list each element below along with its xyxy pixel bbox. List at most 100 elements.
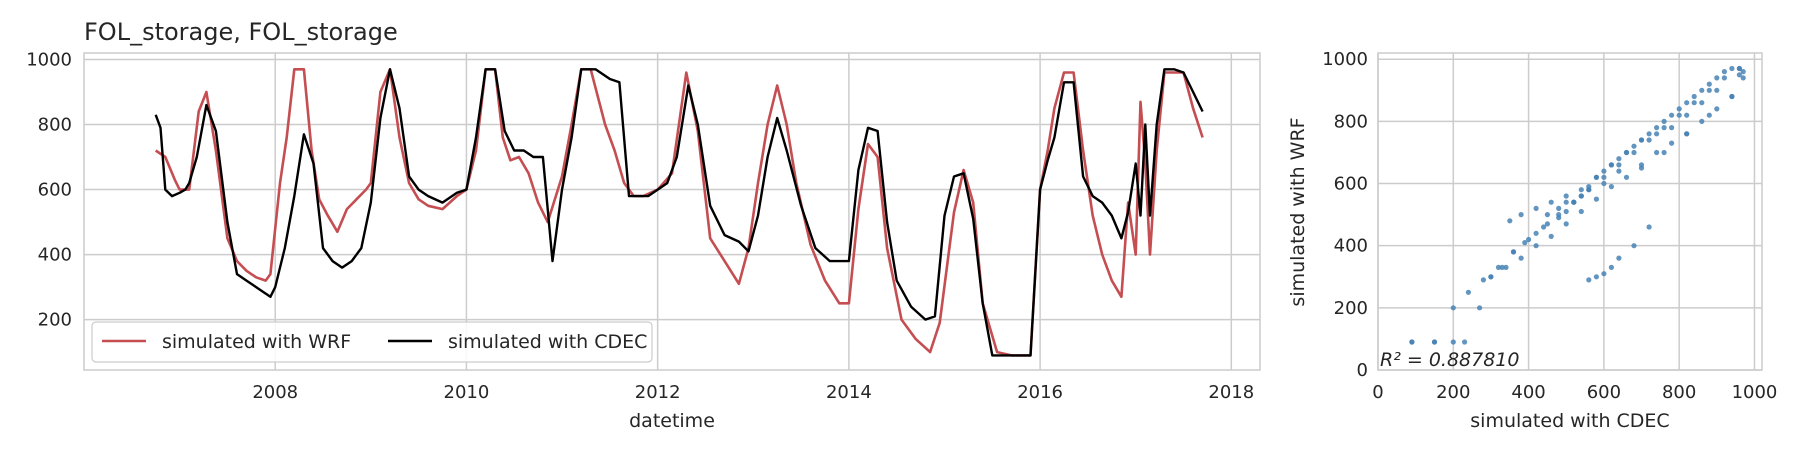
x-axis-label: datetime [629,410,715,432]
scatter-point [1699,118,1705,124]
scatter-point [1593,174,1599,180]
scatter-ticks: 0 200 400 600 800 1000 0 200 400 600 800 1000 [1322,49,1777,403]
scatter-y-tick-label: 400 [1334,236,1368,257]
series-line-cdec [154,68,1204,357]
scatter-point [1526,236,1532,243]
y-tick-label: 200 [38,310,72,331]
scatter-point [1450,339,1456,345]
scatter-point [1661,125,1667,131]
scatter-point [1616,156,1622,162]
scatter-point [1684,100,1690,106]
scatter-plot-frame [1377,52,1763,371]
scatter-point [1507,218,1513,224]
scatter-point [1699,87,1705,93]
scatter-point [1654,131,1660,137]
scatter-point [1646,137,1652,143]
scatter-point [1669,140,1675,146]
series-line-wrf [154,68,1204,357]
legend: simulated with WRF simulated with CDEC [91,321,653,363]
scatter-point [1431,339,1438,345]
scatter-point [1669,112,1675,118]
scatter-y-tick-label: 800 [1334,111,1368,132]
scatter-point [1654,125,1660,131]
scatter-point [1477,305,1483,311]
scatter-point [1631,143,1637,149]
scatter-point [1495,264,1502,270]
scatter-point [1654,149,1660,156]
timeseries-lines [154,68,1204,357]
scatter-point [1646,224,1652,230]
scatter-point [1706,81,1712,87]
scatter-point [1714,75,1720,81]
scatter-point [1593,274,1599,280]
scatter-point [1721,69,1727,75]
scatter-point [1691,93,1697,100]
scatter-point [1736,72,1742,78]
scatter-point [1740,75,1746,81]
scatter-point [1563,199,1569,205]
scatter-point [1544,212,1550,218]
scatter-point [1714,106,1720,112]
scatter-point [1706,112,1712,118]
chart-title: FOL_storage, FOL_storage [84,18,398,46]
scatter-point [1661,118,1667,124]
scatter-point [1736,65,1742,72]
scatter-x-axis-label: simulated with CDEC [1470,410,1669,432]
scatter-x-tick-label: 200 [1436,382,1470,403]
scatter-point [1699,100,1705,106]
scatter-point [1480,277,1486,283]
scatter-y-tick-label: 0 [1357,360,1368,381]
scatter-point [1631,243,1637,249]
scatter-point [1450,305,1456,311]
scatter-point [1578,187,1584,193]
scatter-x-tick-label: 1000 [1732,382,1778,403]
scatter-point [1548,199,1554,205]
scatter-point [1729,93,1735,100]
scatter-point [1586,187,1592,193]
scatter-point [1631,149,1637,156]
scatter-point [1601,271,1607,277]
scatter-y-axis-label: simulated with WRF [1287,117,1309,306]
x-tick-label: 2008 [252,382,298,403]
scatter-point [1623,149,1630,156]
scatter-x-tick-label: 600 [1587,382,1621,403]
scatter-point [1465,289,1471,295]
scatter-point [1548,233,1554,239]
scatter-point [1646,131,1652,137]
x-tick-label: 2010 [444,382,490,403]
scatter-grid [1377,53,1762,371]
scatter-point [1522,240,1528,246]
scatter-point [1586,277,1592,283]
x-tick-label: 2018 [1208,382,1254,403]
x-tick-label: 2016 [1017,382,1063,403]
scatter-point [1601,168,1607,174]
scatter-point [1608,184,1614,190]
scatter-point [1578,208,1584,215]
scatter-point [1544,221,1550,227]
scatter-point [1556,205,1562,211]
scatter-point [1616,255,1622,261]
scatter-point [1740,69,1746,75]
scatter-point [1623,174,1630,180]
scatter-y-tick-label: 200 [1334,298,1368,319]
scatter-point [1616,168,1622,174]
y-tick-label: 400 [38,245,72,266]
x-tick-label: 2012 [635,382,681,403]
scatter-point [1669,125,1675,131]
x-tick-label: 2014 [826,382,872,403]
scatter-point [1638,137,1645,143]
scatter-point [1541,224,1547,230]
legend-label-cdec: simulated with CDEC [448,331,647,353]
scatter-point [1510,249,1517,255]
scatter-points [1409,65,1746,345]
scatter-point [1593,196,1599,202]
scatter-point [1518,212,1524,218]
y-tick-label: 1000 [26,50,72,71]
timeseries-panel: FOL_storage, FOL_storage 2008 2010 2012 201… [26,18,1261,432]
scatter-point [1706,87,1712,93]
scatter-point [1661,149,1667,156]
scatter-point [1563,208,1569,215]
scatter-point [1691,100,1697,106]
scatter-x-tick-label: 0 [1372,382,1383,403]
